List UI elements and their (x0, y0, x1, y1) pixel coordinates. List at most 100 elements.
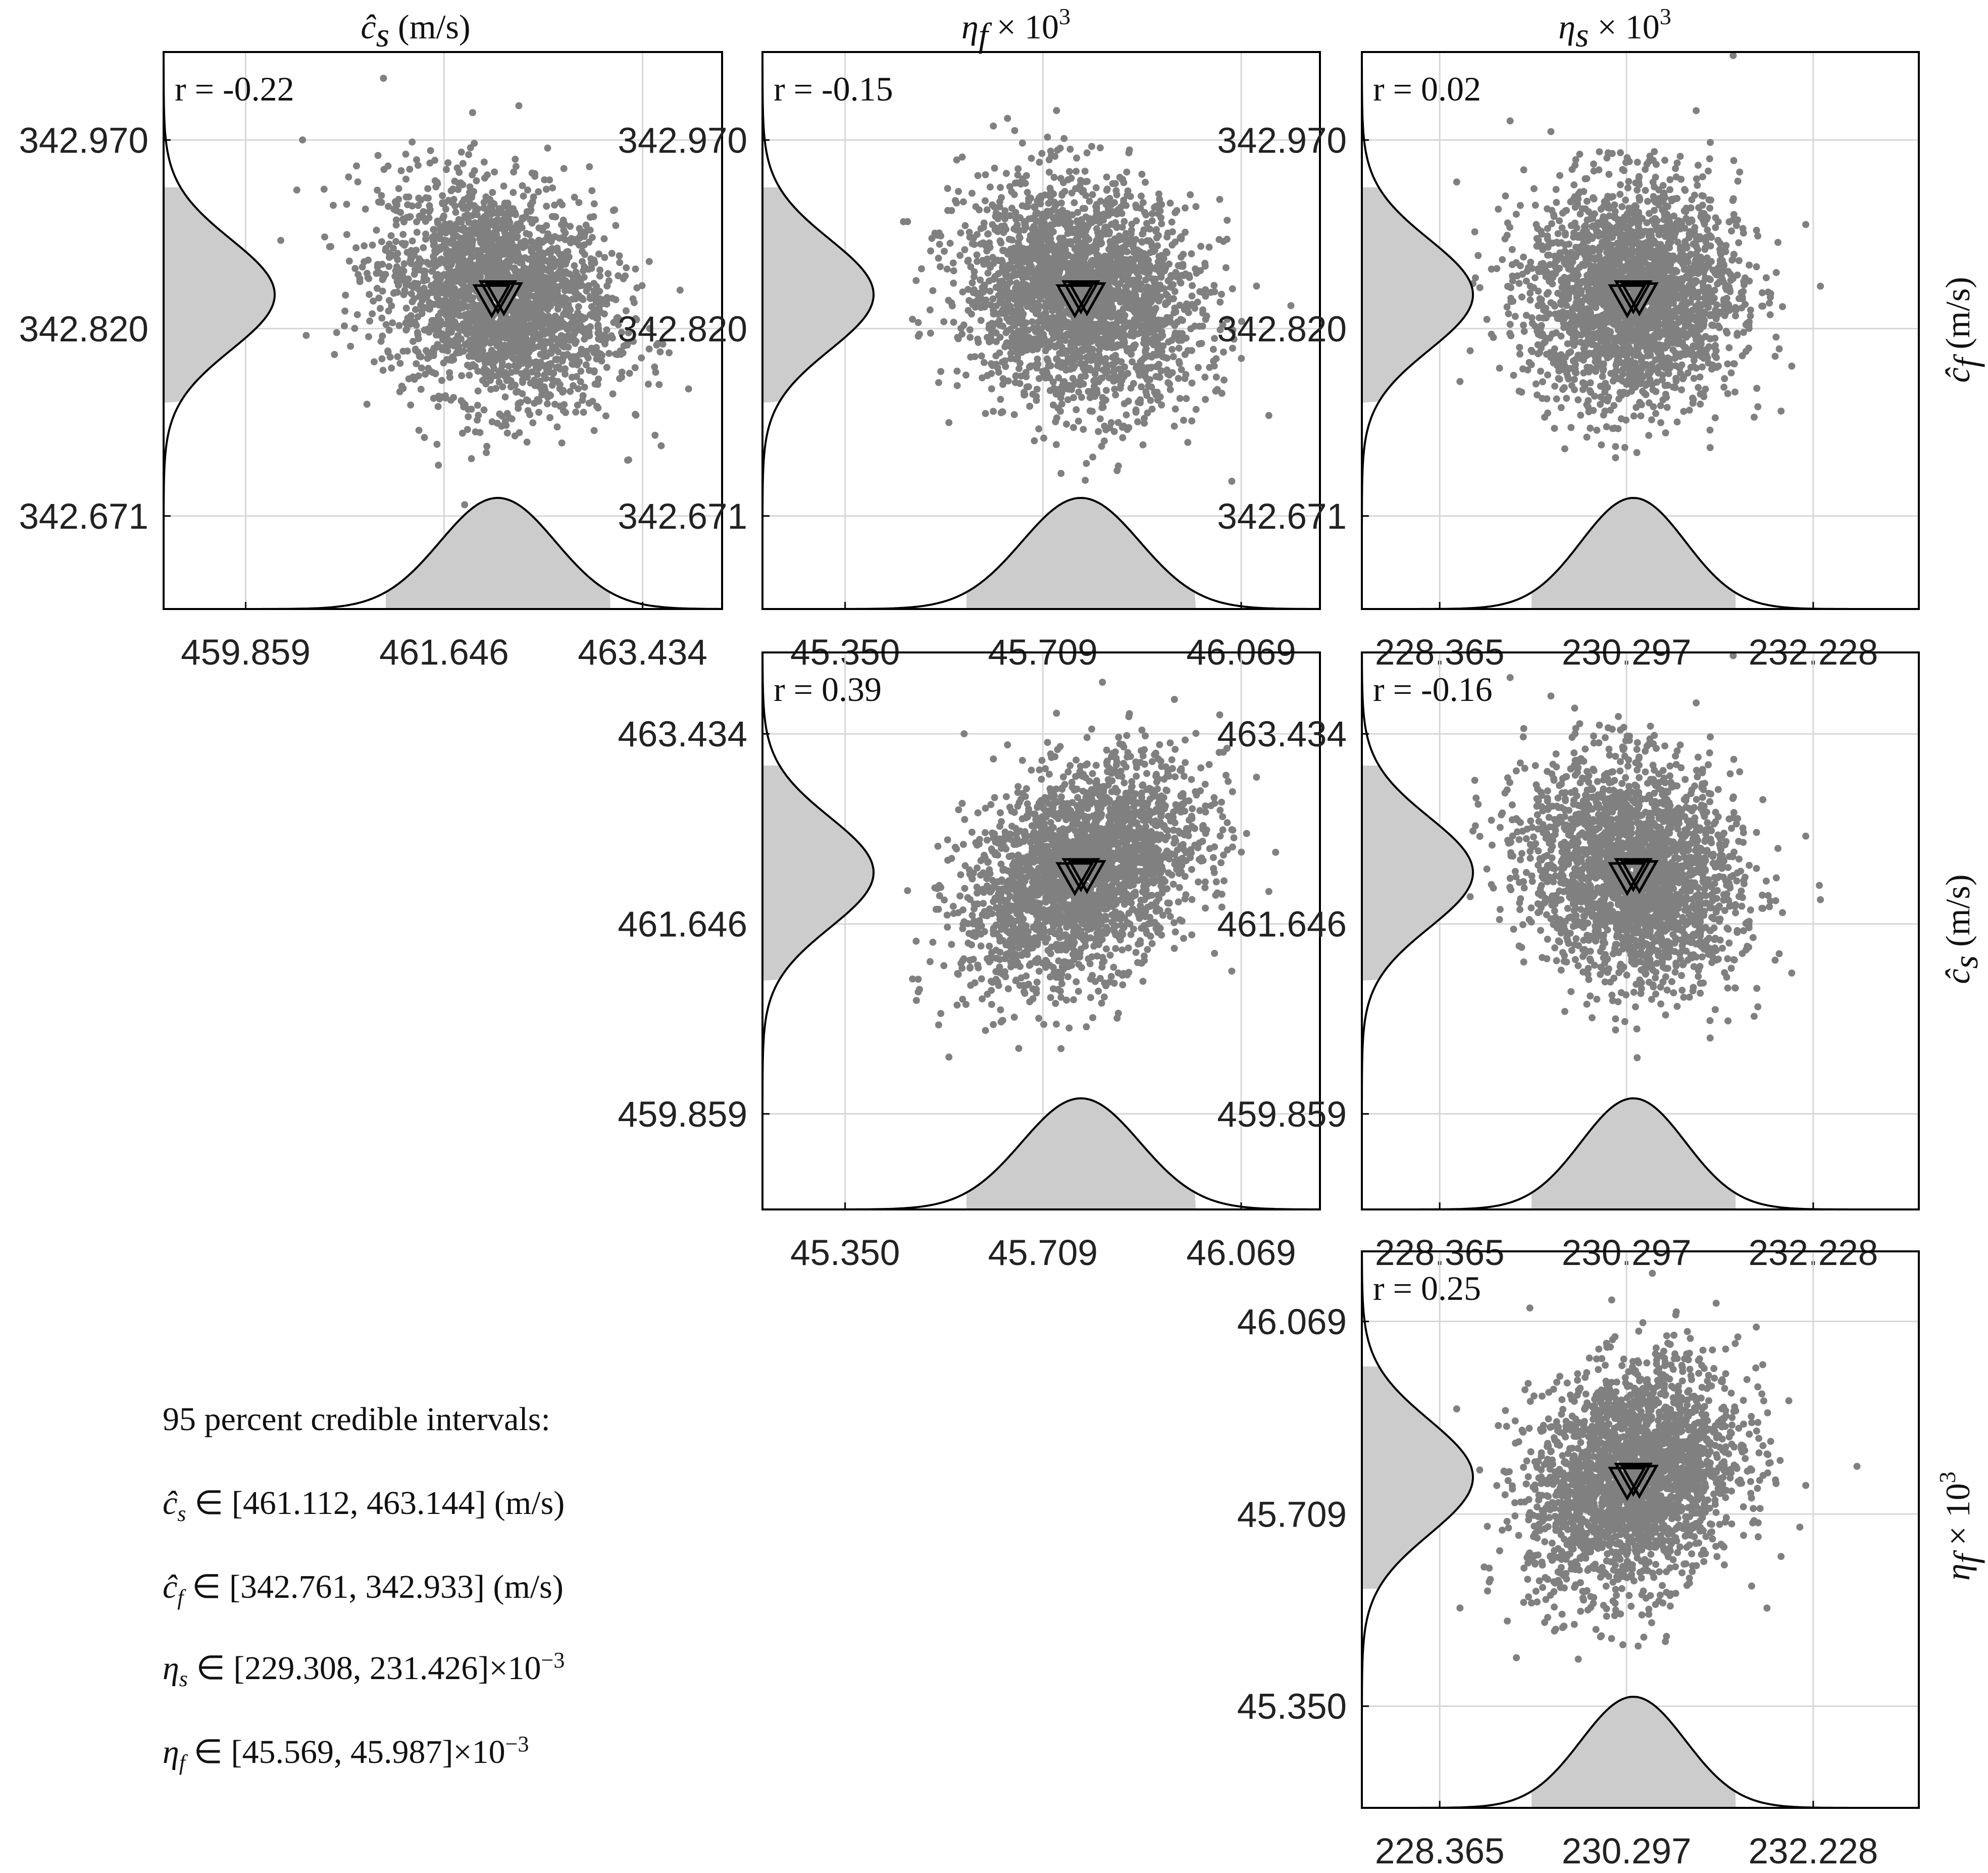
scatter-point (1057, 175, 1064, 182)
scatter-point (602, 412, 609, 420)
scatter-point (582, 361, 590, 369)
scatter-point (950, 267, 957, 275)
scatter-point (443, 356, 450, 363)
scatter-point (1063, 347, 1071, 355)
scatter-point (577, 317, 584, 324)
scatter-point (526, 314, 533, 322)
scatter-point (442, 206, 449, 213)
scatter-point (531, 319, 539, 326)
scatter-point (512, 244, 520, 251)
scatter-point (1123, 283, 1131, 290)
scatter-point (928, 235, 936, 242)
scatter-point (929, 287, 937, 294)
scatter-point (399, 215, 407, 223)
scatter-point (605, 277, 613, 285)
scatter-point (1516, 201, 1524, 209)
scatter-point (445, 341, 452, 349)
scatter-point (473, 333, 480, 340)
scatter-point (1168, 336, 1176, 344)
scatter-point (501, 393, 509, 401)
scatter-point (1044, 316, 1051, 324)
scatter-point (320, 185, 328, 193)
scatter-point (377, 305, 384, 312)
scatter-point (623, 264, 630, 272)
scatter-point (422, 235, 430, 243)
scatter-point (638, 282, 646, 289)
scatter-point (1105, 313, 1113, 320)
scatter-point (1112, 322, 1119, 329)
scatter-point (1153, 226, 1160, 233)
scatter-point (553, 364, 560, 371)
scatter-point (1229, 285, 1236, 292)
scatter-point (616, 375, 623, 382)
scatter-point (1110, 428, 1118, 435)
scatter-point (416, 266, 423, 274)
scatter-point (1115, 365, 1123, 373)
scatter-point (447, 239, 454, 247)
scatter-point (1121, 332, 1129, 339)
scatter-point (579, 267, 587, 275)
scatter-point (463, 319, 470, 326)
scatter-point (542, 375, 549, 382)
scatter-point (1210, 282, 1218, 289)
scatter-point (544, 306, 551, 313)
scatter-point (968, 189, 976, 197)
scatter-point (586, 367, 593, 374)
scatter-point (407, 401, 415, 409)
scatter-point (1817, 282, 1824, 290)
scatter-point (532, 269, 539, 277)
scatter-point (529, 345, 536, 352)
scatter-point (596, 272, 603, 280)
scatter-point (577, 229, 585, 237)
scatter-point (1097, 197, 1104, 205)
scatter-point (936, 240, 943, 248)
scatter-point (574, 401, 581, 409)
scatter-point (580, 274, 588, 281)
scatter-point (1021, 226, 1028, 234)
scatter-point (1148, 217, 1156, 225)
scatter-point (366, 317, 374, 325)
scatter-point (632, 412, 640, 419)
scatter-point (479, 349, 486, 357)
scatter-point (984, 269, 992, 277)
scatter-point (471, 167, 478, 174)
scatter-point (540, 237, 547, 245)
scatter-point (983, 206, 991, 214)
scatter-point (399, 347, 407, 355)
scatter-points (1453, 52, 1824, 462)
scatter-point (990, 408, 997, 415)
scatter-point (1678, 386, 1686, 393)
scatter-point (1107, 419, 1115, 426)
scatter-point (479, 377, 486, 384)
scatter-point (469, 362, 477, 370)
scatter-point (1151, 388, 1158, 396)
scatter-point (588, 260, 595, 267)
scatter-point (459, 303, 467, 311)
scatter-point (585, 399, 593, 407)
scatter-point (503, 327, 511, 334)
scatter-point (1052, 200, 1060, 208)
scatter-point (402, 175, 410, 183)
scatter-point (468, 455, 475, 463)
scatter-point (471, 202, 478, 210)
scatter-point (401, 288, 409, 296)
scatter-point (993, 320, 1000, 327)
scatter-point (436, 331, 443, 339)
y-tick-label: 342.671 (19, 497, 148, 537)
scatter-point (1169, 295, 1177, 302)
scatter-point (1113, 467, 1121, 474)
scatter-point (487, 211, 495, 218)
scatter-point (1124, 191, 1131, 199)
scatter-point (302, 332, 310, 339)
scatter-point (1083, 272, 1091, 280)
scatter-point (590, 305, 597, 313)
scatter-point (560, 165, 568, 172)
scatter-point (402, 326, 410, 334)
scatter-point (533, 312, 541, 320)
scatter-point (996, 293, 1004, 300)
scatter-point (502, 350, 510, 358)
scatter-point (605, 349, 613, 357)
scatter-point (496, 251, 504, 259)
scatter-point (1040, 221, 1048, 229)
scatter-point (351, 325, 359, 332)
